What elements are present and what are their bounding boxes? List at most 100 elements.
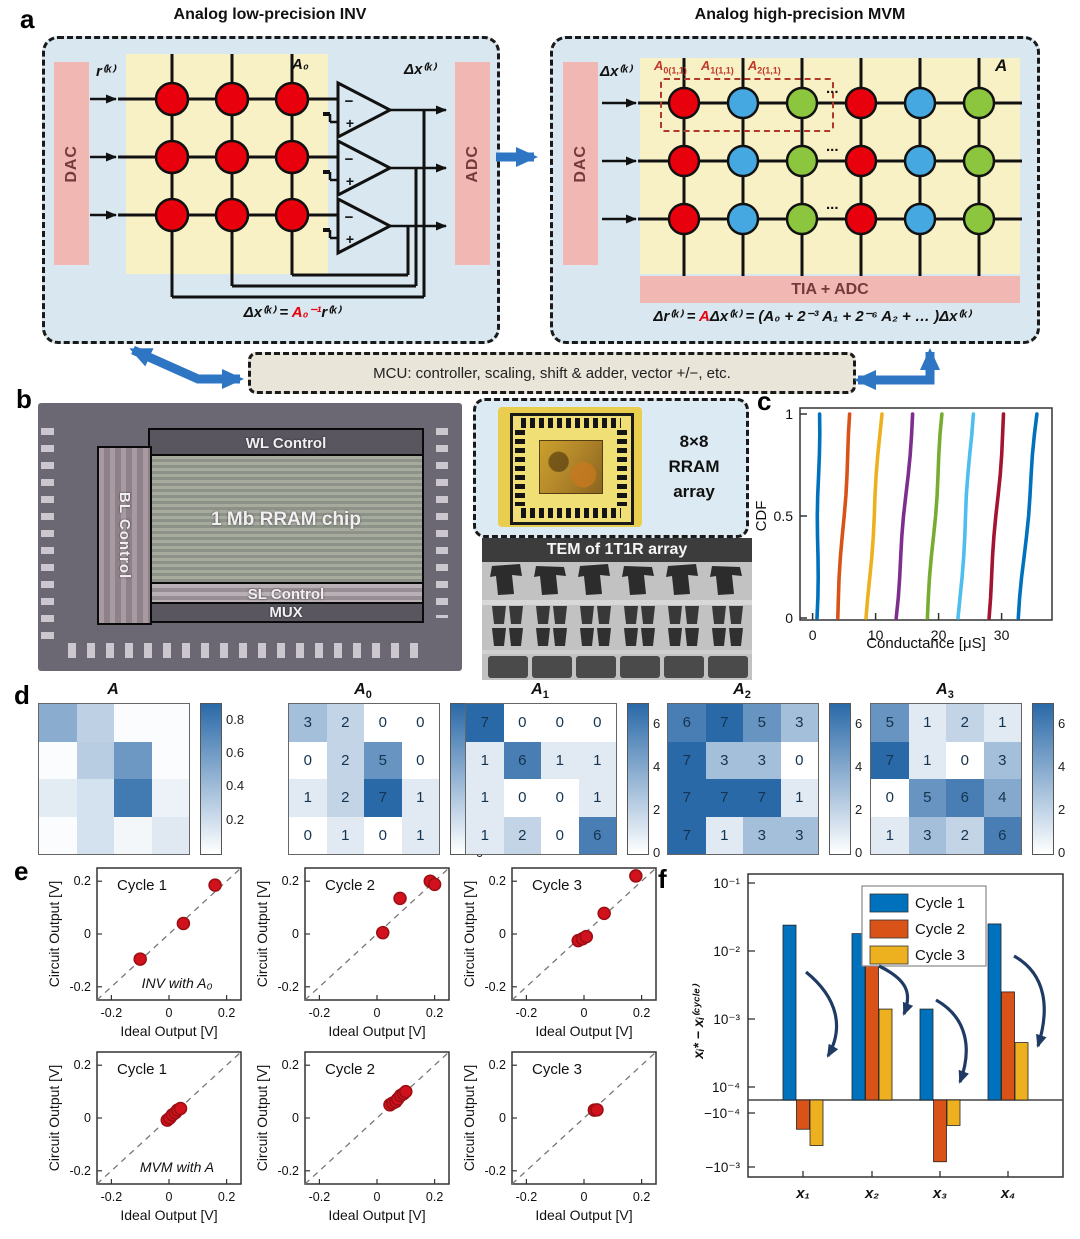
tem-via	[624, 628, 638, 646]
y-axis-label: xᵢ* − xᵢ⁽ᶜʸᶜˡᵉ⁾	[690, 984, 706, 1060]
plot-annotation: MVM with A	[140, 1159, 214, 1175]
heatmap-cell: 0	[401, 704, 439, 742]
tem-via	[729, 628, 743, 646]
mvm-input-label: Δx⁽ᵏ⁾	[600, 63, 632, 80]
y-axis-label: Circuit Output [V]	[46, 881, 62, 988]
inv-matrix-label: A₀	[292, 56, 309, 73]
y-tick-label: 10⁻³	[713, 1012, 740, 1027]
x-axis-label: Ideal Output [V]	[328, 1023, 425, 1039]
heatmap-cell: 1	[466, 741, 504, 779]
bit-slice-labels: A0(1,1) A1(1,1) A2(1,1)	[654, 58, 795, 76]
package-label-line3: array	[673, 482, 715, 501]
x-tick-label: 0	[166, 1006, 173, 1020]
colorbar-tick-label: 0	[1058, 845, 1066, 860]
legend-label: Cycle 1	[915, 895, 965, 912]
y-axis-label: Circuit Output [V]	[254, 1065, 270, 1172]
heatmap-cell: 7	[466, 704, 504, 742]
tem-via	[712, 628, 726, 646]
identity-line	[96, 1051, 242, 1185]
axes-frame	[511, 1051, 657, 1185]
panel-f-label: f	[658, 864, 667, 894]
mux-label: MUX	[269, 604, 303, 621]
heatmap-cell: 2	[326, 779, 364, 817]
heatmap-cell	[39, 704, 77, 742]
heatmap-colorbar	[627, 703, 649, 855]
y-tick-label: −10⁻³	[705, 1160, 740, 1175]
cycle-title: Cycle 1	[117, 877, 167, 894]
x-tick-label: 0	[374, 1190, 381, 1204]
cdf-curve	[815, 412, 822, 620]
heatmap-cell: 0	[871, 779, 909, 817]
x-tick-label: 0	[581, 1190, 588, 1204]
error-bar-chart: 10⁻¹ 10⁻² 10⁻³ 10⁻⁴ −10⁻⁴ −10⁻³ xᵢ* − xᵢ⁽ᶜʸᶜˡᵉ…	[690, 873, 1064, 1202]
mvm-formula-red: A	[698, 308, 710, 325]
legend-box	[861, 885, 987, 967]
heatmap-cell	[76, 704, 114, 742]
scatter-point	[170, 1103, 185, 1117]
scatter-point	[393, 1088, 408, 1103]
scatter-point	[629, 869, 643, 883]
scatter-point	[383, 1098, 397, 1112]
bar	[809, 1099, 824, 1146]
x-tick-label: 20	[931, 627, 947, 643]
bar	[878, 1008, 893, 1101]
x-tick-label: 0	[581, 1006, 588, 1020]
trend-arrow	[878, 964, 914, 1016]
heatmap-cell: 7	[705, 779, 743, 817]
scatter-point	[165, 1108, 180, 1122]
tem-top-electrode	[622, 566, 654, 595]
heatmap-grid	[38, 703, 190, 855]
tem-title-label: TEM of 1T1R array	[546, 541, 688, 558]
sl-control-label: SL Control	[247, 585, 325, 603]
scatter-point	[376, 925, 390, 940]
cycle-title: Cycle 2	[325, 877, 375, 894]
adc-bar: ADC	[455, 62, 490, 265]
scatter-point	[571, 933, 585, 948]
y-axis-label: Circuit Output [V]	[254, 881, 270, 988]
bar	[946, 1099, 961, 1126]
scatter-point	[423, 874, 438, 888]
tem-bottom-contact	[708, 656, 748, 678]
tem-via	[712, 606, 726, 624]
heatmap-cell: 6	[983, 816, 1021, 854]
tem-via	[536, 606, 550, 624]
tem-via	[668, 628, 682, 646]
axes-frame	[96, 867, 242, 1001]
heatmap-cell: 2	[326, 704, 364, 742]
colorbar-tick-label: 4	[653, 759, 661, 775]
heatmap-cell	[151, 741, 189, 779]
heatmap-cell: 0	[541, 816, 579, 854]
scatter-point	[386, 1096, 400, 1110]
heatmap-cell: 3	[908, 816, 946, 854]
heatmap-cell	[39, 816, 77, 854]
scatter-point	[575, 932, 590, 946]
tem-via	[685, 628, 699, 646]
x-tick-label: 0.2	[633, 1006, 650, 1020]
tem-via	[509, 628, 523, 646]
y-tick-label: 10⁻²	[713, 944, 740, 959]
colorbar-tick-label: 0.6	[226, 745, 245, 760]
package-box: 8×8 RRAM array	[473, 398, 749, 538]
mvm-formula-pre: Δr⁽ᵏ⁾ =	[653, 308, 699, 325]
heatmap-cell: 1	[326, 816, 364, 854]
scatter-point	[173, 1101, 188, 1116]
cdf-curve	[1016, 412, 1039, 620]
y-tick-label: −10⁻⁴	[704, 1106, 740, 1121]
tem-via	[641, 628, 655, 646]
identity-line	[304, 867, 450, 1001]
heatmap-cell: 6	[668, 704, 706, 742]
heatmap-cell: 4	[983, 779, 1021, 817]
identity-line	[511, 867, 657, 1001]
y-tick-label: 0.2	[489, 1058, 506, 1072]
rram-array-region: 1 Mb RRAM chip	[148, 454, 424, 586]
scatter-point	[399, 1084, 413, 1099]
scatter-point	[393, 891, 407, 906]
scatter-point	[390, 1092, 405, 1106]
colorbar-tick-label: 0.2	[226, 811, 245, 827]
heatmap-cell	[151, 779, 189, 817]
heatmap-cell: 7	[871, 741, 909, 779]
bar	[1001, 991, 1015, 1101]
